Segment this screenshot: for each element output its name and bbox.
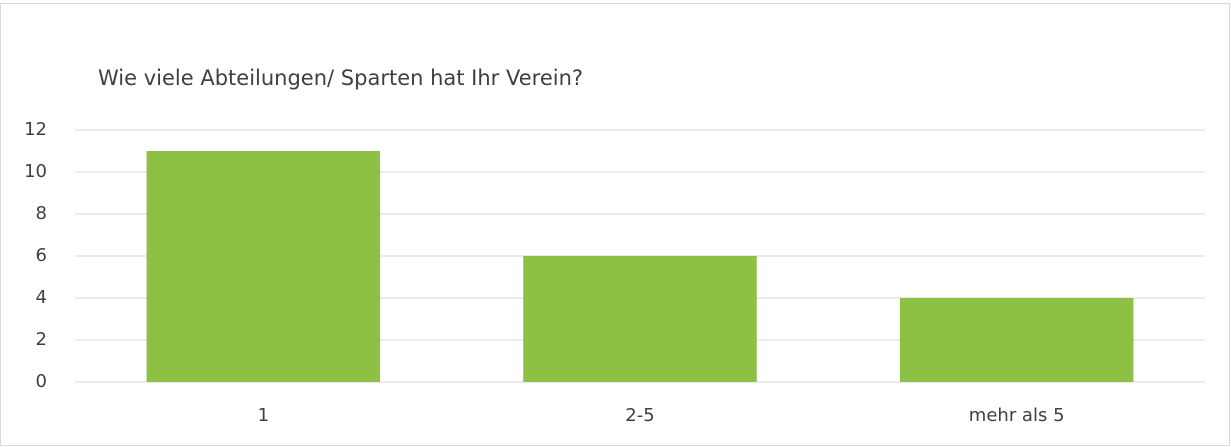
x-tick-label: mehr als 5	[969, 405, 1065, 426]
y-tick-label: 10	[24, 161, 47, 182]
bar	[146, 151, 381, 382]
x-tick-label: 2-5	[625, 405, 654, 426]
chart-title: Wie viele Abteilungen/ Sparten hat Ihr V…	[98, 66, 583, 90]
y-tick-label: 6	[36, 245, 47, 266]
y-tick-label: 4	[36, 287, 47, 308]
y-tick-label: 2	[36, 329, 47, 350]
y-tick-label: 0	[36, 371, 47, 392]
y-tick-label: 8	[36, 203, 47, 224]
bar	[523, 256, 757, 382]
bar	[899, 298, 1134, 382]
x-tick-label: 1	[258, 405, 269, 426]
y-tick-label: 12	[24, 119, 47, 140]
